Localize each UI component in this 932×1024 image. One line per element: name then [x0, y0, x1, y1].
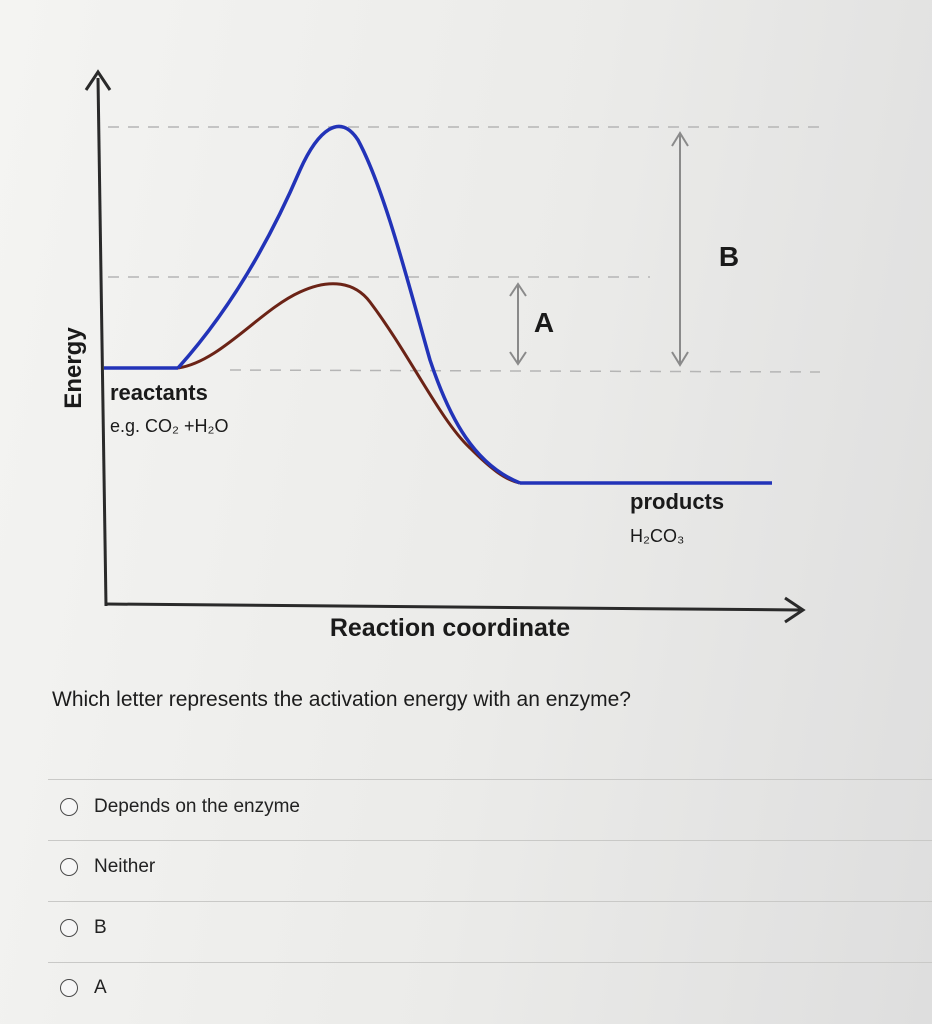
- option-label: Depends on the enzyme: [94, 796, 300, 817]
- answer-option-a[interactable]: A: [60, 973, 107, 1003]
- y-axis: [96, 77, 108, 607]
- radio-button[interactable]: [60, 979, 78, 997]
- x-axis-label: Reaction coordinate: [330, 614, 570, 642]
- uncatalyzed-curve: [176, 124, 521, 485]
- marker-b: B: [719, 241, 739, 272]
- marker-a: A: [534, 307, 554, 338]
- arrow-a-head-up: [509, 282, 527, 297]
- divider: [48, 840, 932, 841]
- x-axis-arrowhead: [784, 596, 806, 624]
- enzyme-curve: [177, 282, 521, 485]
- question-text: Which letter represents the activation e…: [52, 688, 631, 711]
- arrow-b-head-up: [671, 131, 689, 147]
- option-label: B: [94, 917, 107, 938]
- energy-arrows: [509, 131, 689, 367]
- y-axis-label: Energy: [60, 327, 87, 409]
- x-axis: [105, 602, 801, 612]
- products-example: H₂CO₃: [630, 526, 684, 546]
- answer-option-b[interactable]: B: [60, 913, 107, 943]
- products-label: products: [630, 489, 724, 514]
- answer-option-neither[interactable]: Neither: [60, 852, 155, 882]
- guide-lines: [108, 126, 825, 373]
- axes: [84, 69, 806, 624]
- arrow-a-head-down: [509, 351, 527, 366]
- divider: [48, 901, 932, 902]
- reactants-example: e.g. CO₂ +H₂O: [110, 416, 229, 436]
- energy-diagram: Energy Reaction coordinate reactants e.g…: [60, 69, 825, 642]
- radio-button[interactable]: [60, 858, 78, 876]
- answer-option-depends[interactable]: Depends on the enzyme: [60, 792, 300, 822]
- reactants-label: reactants: [110, 380, 208, 405]
- y-axis-arrowhead: [84, 69, 112, 91]
- option-label: Neither: [94, 856, 156, 877]
- radio-button[interactable]: [60, 798, 78, 816]
- option-label: A: [94, 977, 107, 998]
- reactant-level-guide-line: [229, 369, 821, 373]
- arrow-b-head-down: [671, 351, 689, 367]
- divider: [48, 962, 932, 963]
- divider: [48, 779, 932, 780]
- energy-levels: [104, 366, 772, 485]
- radio-button[interactable]: [60, 919, 78, 937]
